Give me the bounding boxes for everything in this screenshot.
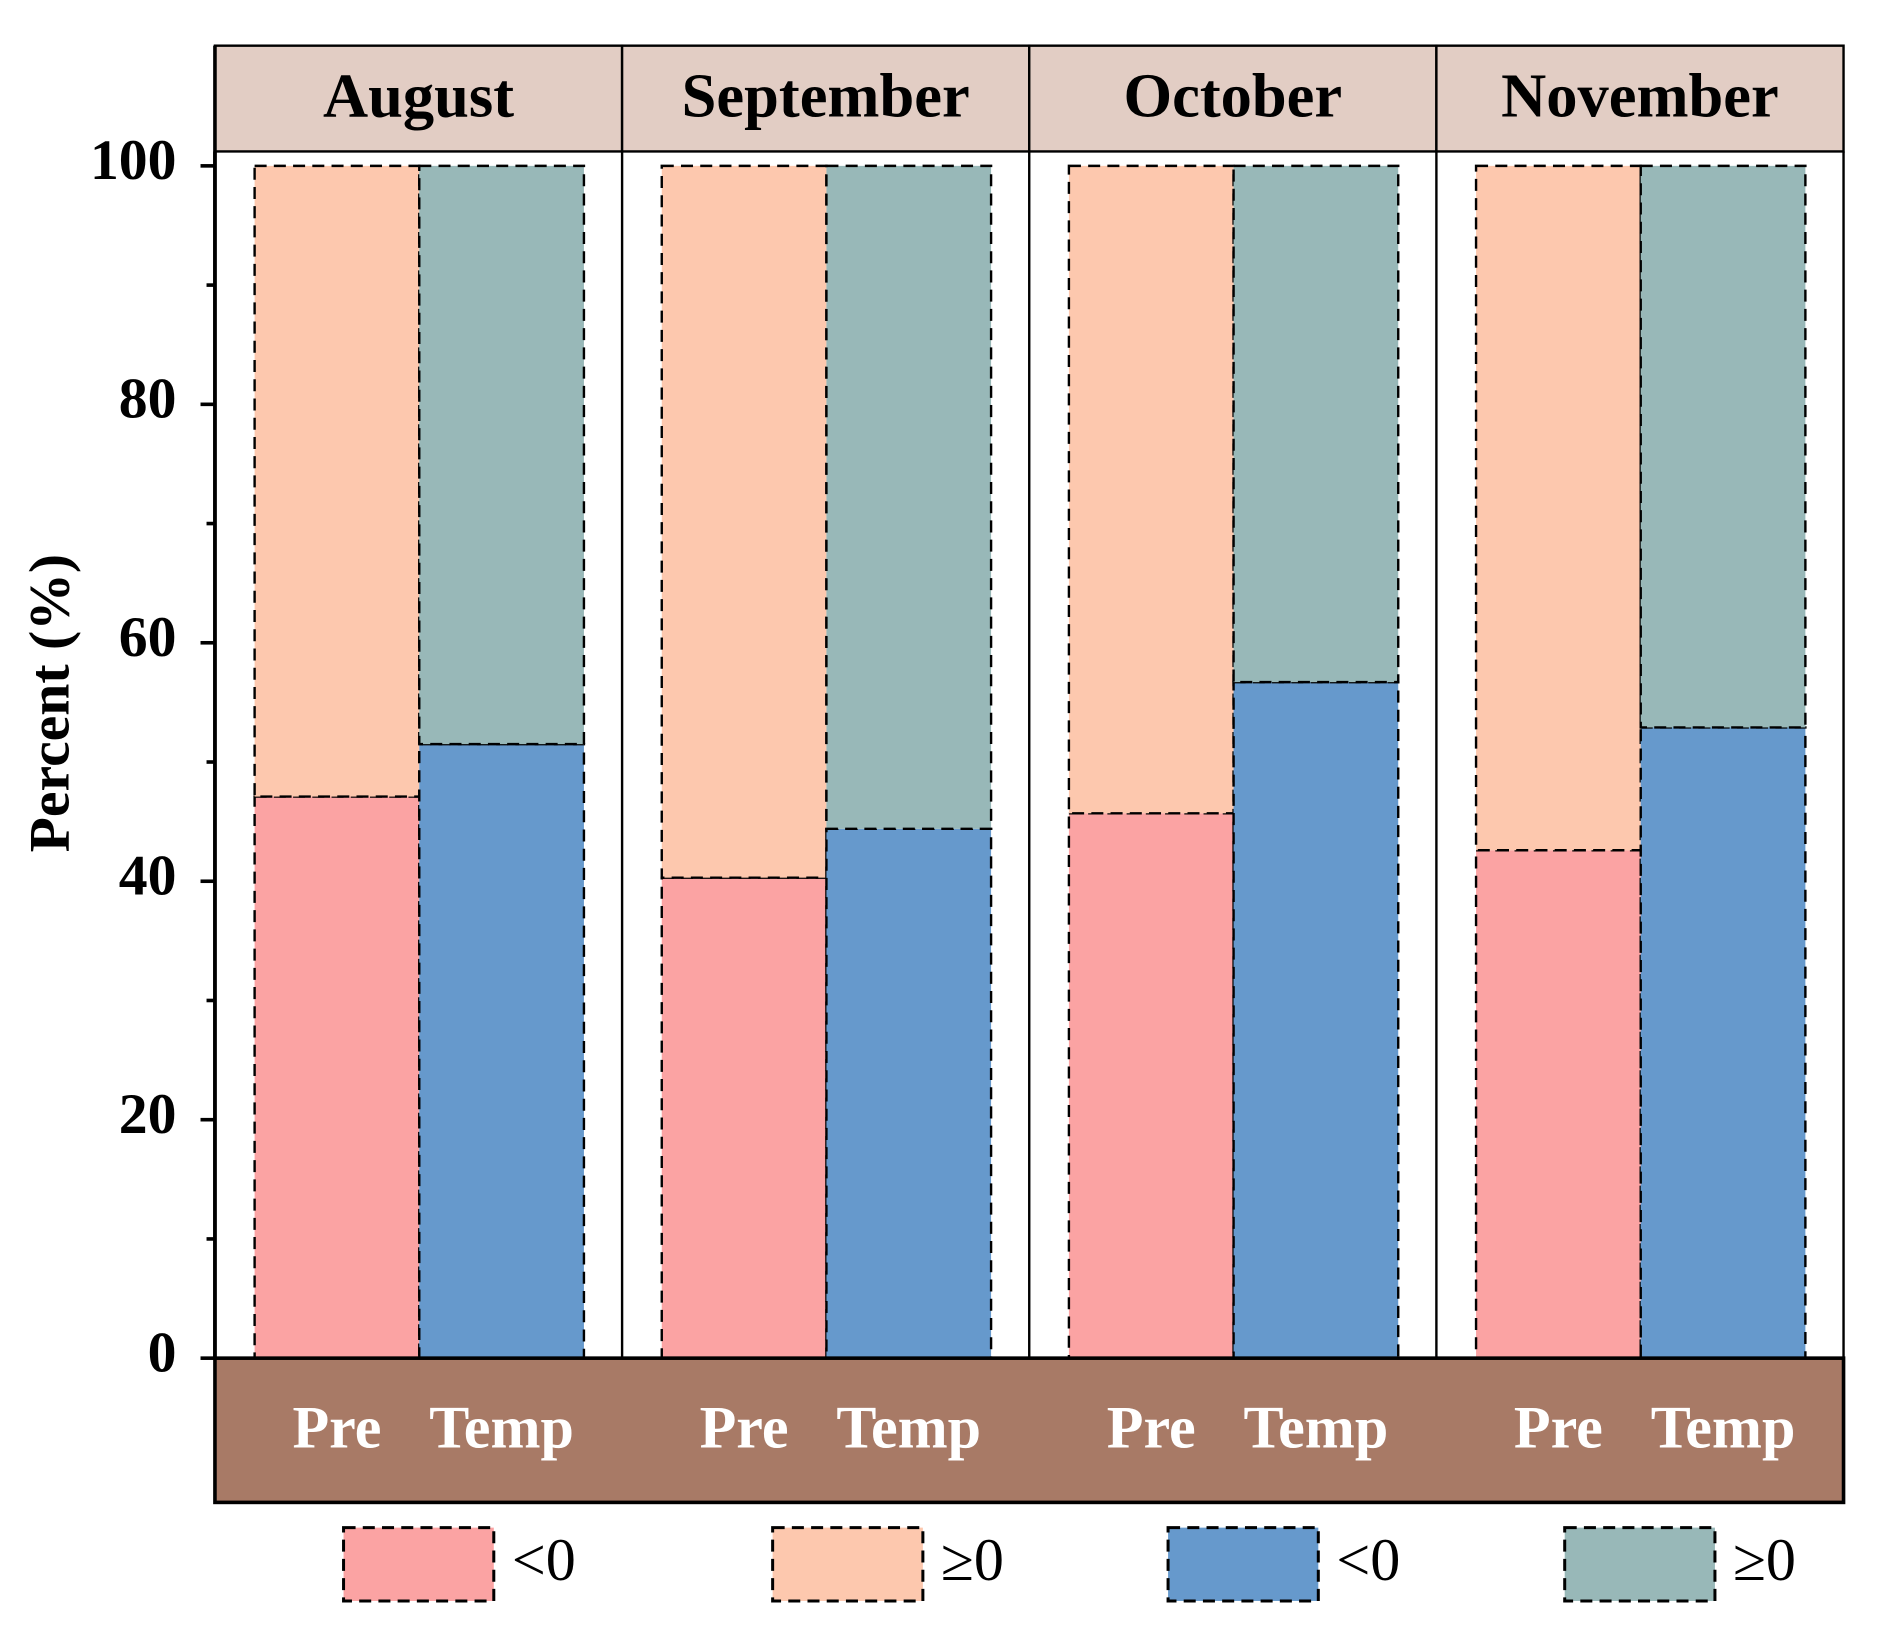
panel-header (1028, 44, 1438, 153)
x-tick-label: Temp (1244, 1394, 1389, 1461)
x-tick-label: Pre (1107, 1394, 1196, 1461)
bar-segment (418, 742, 586, 1360)
bar-segment (253, 795, 421, 1360)
legend-label: <0 (1336, 1526, 1400, 1593)
y-axis-label: Percent (%) (18, 554, 81, 852)
bar-segment (1232, 164, 1400, 684)
legend-swatch (1563, 1526, 1717, 1603)
x-tick-label: Pre (292, 1394, 381, 1461)
legend-swatch (1166, 1526, 1320, 1603)
bar-segment (825, 164, 993, 830)
bar-segment (660, 164, 828, 879)
legend-swatch (342, 1526, 496, 1603)
panel-header (1435, 44, 1845, 153)
legend-label: ≥0 (941, 1526, 1004, 1593)
y-tick-label: 0 (148, 1321, 177, 1384)
y-tick-label: 40 (119, 844, 177, 907)
bar-segment (1639, 726, 1807, 1360)
bar-segment (1067, 812, 1235, 1360)
x-tick-label: Temp (429, 1394, 574, 1461)
y-tick-label: 60 (119, 606, 177, 669)
panel-title: August (323, 61, 514, 131)
category-band (213, 1356, 1846, 1505)
bar-segment (660, 876, 828, 1360)
y-tick-label: 80 (119, 368, 177, 431)
x-tick-label: Pre (700, 1394, 789, 1461)
legend-label: ≥0 (1733, 1526, 1796, 1593)
bar-segment (825, 827, 993, 1360)
x-tick-label: Temp (1651, 1394, 1796, 1461)
y-tick-label: 100 (90, 129, 177, 192)
y-tick-label: 20 (119, 1083, 177, 1146)
x-tick-label: Temp (836, 1394, 981, 1461)
panel-title: September (682, 61, 970, 131)
bar-segment (1067, 164, 1235, 815)
x-tick-label: Pre (1514, 1394, 1603, 1461)
panel-title: October (1124, 61, 1343, 131)
bar-segment (1639, 164, 1807, 729)
bar-segment (418, 164, 586, 746)
bar-segment (1474, 164, 1642, 852)
bar-segment (1474, 849, 1642, 1360)
legend-swatch (771, 1526, 925, 1603)
legend-label: <0 (512, 1526, 576, 1593)
panel-title: November (1501, 61, 1779, 131)
panel-header (213, 44, 624, 153)
panel-header (620, 44, 1031, 153)
bar-segment (253, 164, 421, 798)
bar-segment (1232, 680, 1400, 1360)
